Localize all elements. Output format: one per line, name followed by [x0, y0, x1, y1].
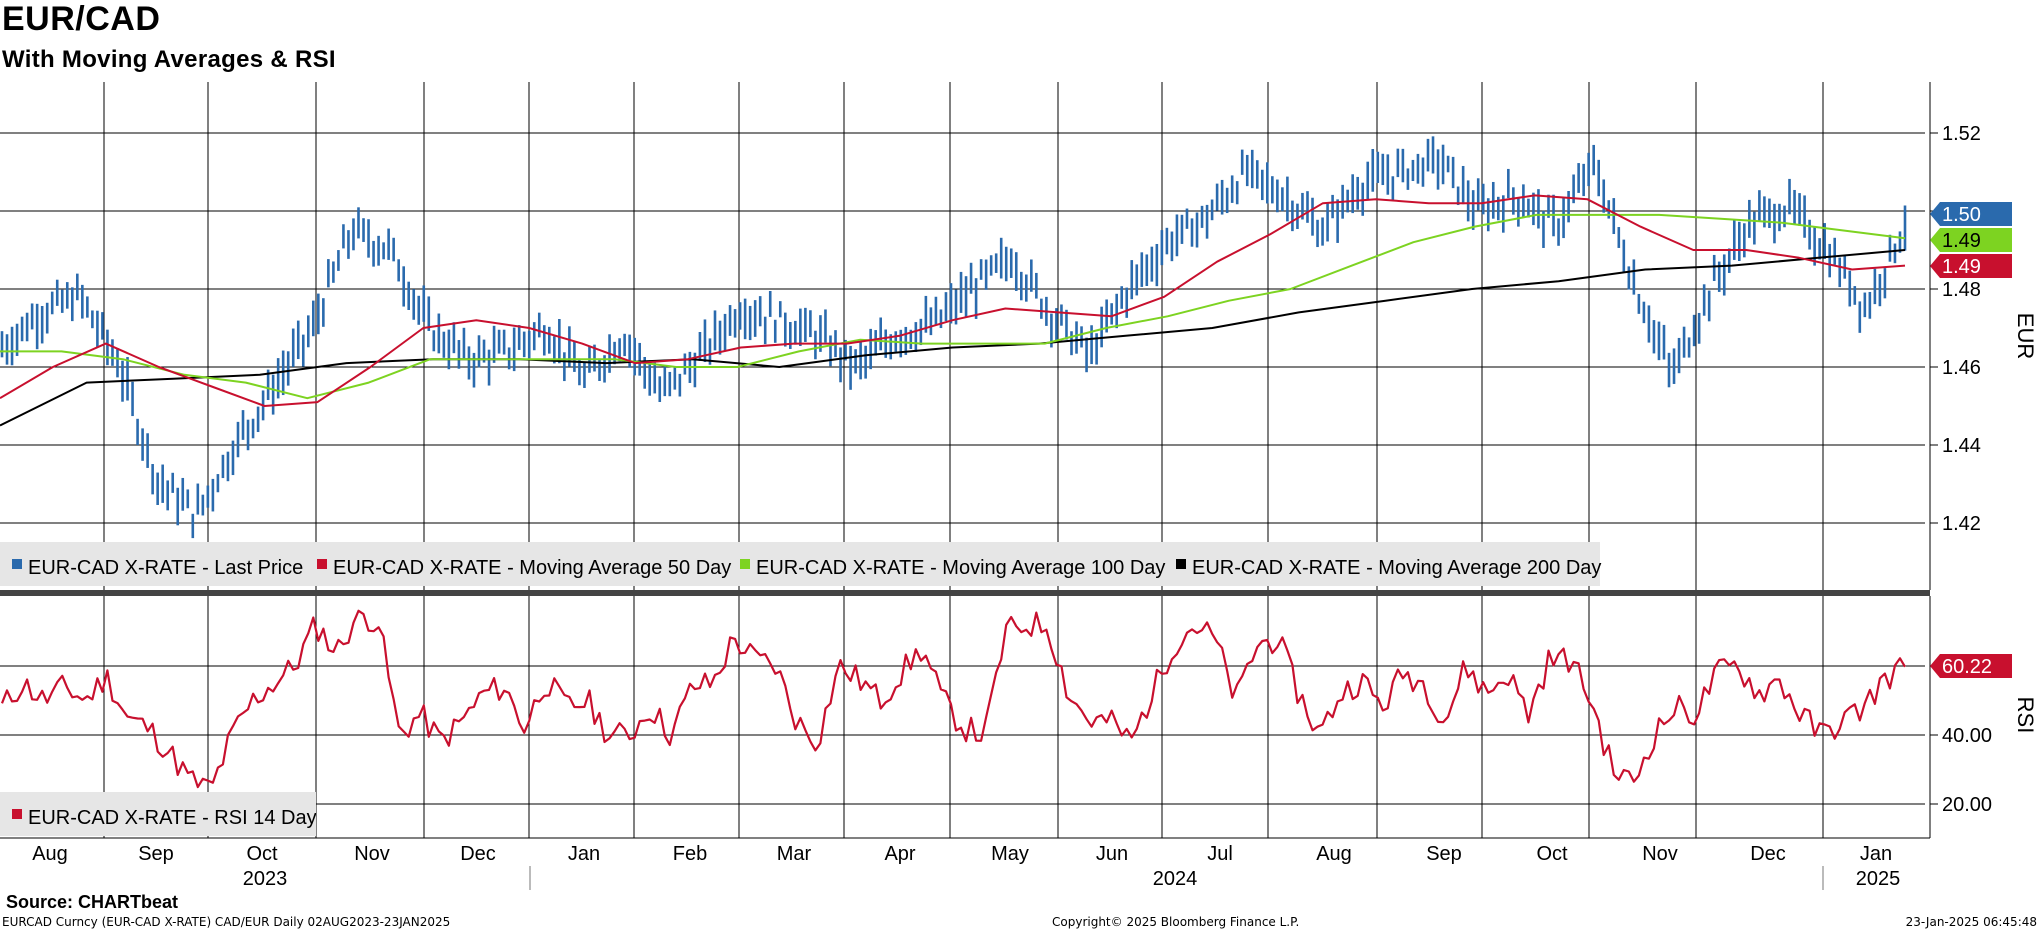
ma50-line [0, 194, 1906, 407]
x-month-label: Jul [1207, 843, 1233, 865]
rsi-tick-label: 20.00 [1942, 794, 1992, 816]
ma50-tag-text: 1.49 [1942, 256, 1981, 278]
ma100-tag-text: 1.49 [1942, 230, 1981, 252]
chart-subtitle: With Moving Averages & RSI [2, 46, 336, 73]
legend-entry: EUR-CAD X-RATE - Last Price [28, 557, 303, 579]
x-month-label: Aug [32, 843, 68, 865]
x-month-label: Mar [777, 843, 812, 865]
legend-swatch [12, 809, 22, 819]
ma100-tag: 1.49 [1930, 228, 2012, 252]
rsi-legend-bg [0, 792, 316, 836]
rsi-last-tag: 60.22 [1930, 654, 2012, 678]
x-month-label: May [991, 843, 1029, 865]
price-legend-bg [0, 542, 1600, 586]
rsi-tick-label: 40.00 [1942, 725, 1992, 747]
rsi-panel [0, 609, 1906, 789]
ma50-tag-shape [1930, 254, 2012, 278]
legend-entry: EUR-CAD X-RATE - Moving Average 50 Day [333, 557, 731, 579]
rsi-last-tag-text: 60.22 [1942, 656, 1992, 678]
panel-separator [0, 590, 1930, 596]
price-tick-label: 1.46 [1942, 357, 1981, 379]
x-month-label: Oct [1536, 843, 1568, 865]
x-month-label: Feb [673, 843, 707, 865]
x-month-label: Sep [138, 843, 174, 865]
last-price-tag-shape [1930, 202, 2012, 226]
security-description: EURCAD Curncy (EUR-CAD X-RATE) CAD/EUR D… [2, 915, 451, 929]
x-month-label: Dec [1750, 843, 1786, 865]
x-month-label: Oct [246, 843, 278, 865]
legend-swatch [317, 559, 327, 569]
rsi-legend: EUR-CAD X-RATE - RSI 14 Day [0, 792, 317, 836]
axis-layer: 1.42 1.44 1.46 1.48 1.50 1.52 EUR 20.00 40.00 RSI… [0, 82, 2038, 890]
price-axis-label: EUR [2013, 313, 2038, 359]
last-price-tag: 1.50 [1930, 202, 2012, 226]
ma50-tag: 1.49 [1930, 254, 2012, 278]
price-tick-label: 1.44 [1942, 435, 1981, 457]
x-month-label: Apr [884, 843, 915, 865]
price-tick-label: 1.52 [1942, 123, 1981, 145]
rsi-last-tag-shape [1930, 654, 2012, 678]
source-label: Source: CHARTbeat [6, 892, 179, 912]
grid-layer [0, 82, 1925, 838]
legend-entry: EUR-CAD X-RATE - RSI 14 Day [28, 807, 317, 829]
rsi-line [0, 609, 1906, 789]
x-month-label: Dec [460, 843, 496, 865]
price-legend: EUR-CAD X-RATE - Last Price EUR-CAD X-RAT… [0, 542, 1601, 586]
x-month-label: Aug [1316, 843, 1352, 865]
rsi-axis-label: RSI [2013, 697, 2038, 734]
legend-swatch [1176, 559, 1186, 569]
x-month-label: Jan [568, 843, 600, 865]
legend-swatch [12, 559, 22, 569]
last-price-tag-text: 1.50 [1942, 204, 1981, 226]
ma100-line [0, 213, 1906, 400]
x-month-label: Jan [1860, 843, 1892, 865]
price-tick-label: 1.42 [1942, 513, 1981, 535]
x-year-label: 2024 [1153, 868, 1198, 890]
copyright-notice: Copyright© 2025 Bloomberg Finance L.P. [1052, 915, 1300, 929]
x-month-label: Nov [1642, 843, 1678, 865]
legend-entry: EUR-CAD X-RATE - Moving Average 200 Day [1192, 557, 1601, 579]
ma200-line [0, 249, 1906, 427]
ma100-tag-shape [1930, 228, 2012, 252]
timestamp: 23-Jan-2025 06:45:48 [1905, 915, 2037, 929]
chart-title: EUR/CAD [2, 0, 161, 38]
legend-entry: EUR-CAD X-RATE - Moving Average 100 Day [756, 557, 1165, 579]
x-month-label: Sep [1426, 843, 1462, 865]
x-month-label: Jun [1096, 843, 1128, 865]
price-tick-label: 1.48 [1942, 279, 1981, 301]
x-year-label: 2023 [243, 868, 288, 890]
x-month-label: Nov [354, 843, 390, 865]
price-panel [0, 136, 1907, 539]
x-year-label: 2025 [1856, 868, 1901, 890]
legend-swatch [740, 559, 750, 569]
